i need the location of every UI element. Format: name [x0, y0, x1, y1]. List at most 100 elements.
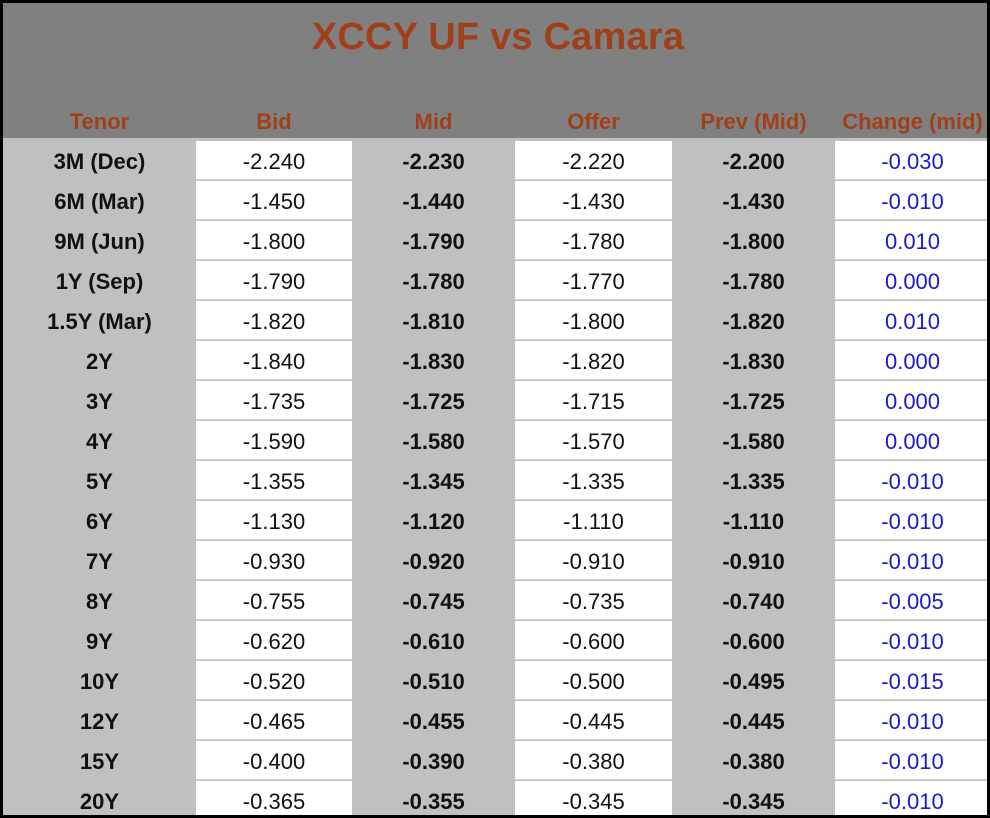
offer-cell: -1.800	[515, 301, 672, 340]
offer-cell: -1.715	[515, 381, 672, 420]
offer-cell: -1.110	[515, 501, 672, 540]
tenor-cell: 6M (Mar)	[6, 181, 193, 220]
prev-mid-cell: -0.345	[675, 781, 832, 815]
change-mid-cell: 0.000	[835, 381, 987, 420]
bid-cell: -1.790	[196, 261, 352, 300]
bid-cell: -1.735	[196, 381, 352, 420]
change-mid-cell: 0.000	[835, 341, 987, 380]
mid-cell: -1.790	[355, 221, 512, 260]
change-mid-cell: -0.010	[835, 781, 987, 815]
table-row: 9Y -0.620 -0.610 -0.600 -0.600 -0.010	[3, 621, 987, 661]
change-mid-cell: 0.010	[835, 221, 987, 260]
offer-cell: -1.770	[515, 261, 672, 300]
offer-cell: -0.345	[515, 781, 672, 815]
column-header-tenor: Tenor	[69, 109, 130, 134]
change-mid-cell: -0.010	[835, 701, 987, 740]
change-mid-cell: -0.010	[835, 501, 987, 540]
bid-cell: -1.820	[196, 301, 352, 340]
change-mid-cell: -0.010	[835, 741, 987, 780]
column-header-mid: Mid	[414, 109, 453, 134]
offer-cell: -1.430	[515, 181, 672, 220]
offer-cell: -0.445	[515, 701, 672, 740]
offer-cell: -1.780	[515, 221, 672, 260]
bid-cell: -1.840	[196, 341, 352, 380]
prev-mid-cell: -2.200	[675, 141, 832, 180]
table-row: 20Y -0.365 -0.355 -0.345 -0.345 -0.010	[3, 781, 987, 815]
tenor-cell: 3Y	[6, 381, 193, 420]
bid-cell: -0.755	[196, 581, 352, 620]
table-row: 6Y -1.130 -1.120 -1.110 -1.110 -0.010	[3, 501, 987, 541]
change-mid-cell: -0.015	[835, 661, 987, 700]
mid-cell: -2.230	[355, 141, 512, 180]
tenor-cell: 9Y	[6, 621, 193, 660]
table-title: XCCY UF vs Camara	[311, 16, 685, 58]
offer-cell: -0.380	[515, 741, 672, 780]
change-mid-cell: 0.000	[835, 421, 987, 460]
table-row: 9M (Jun) -1.800 -1.790 -1.780 -1.800 0.010	[3, 221, 987, 261]
table-body: 3M (Dec) -2.240 -2.230 -2.220 -2.200 -0.030 6M…	[3, 141, 987, 815]
prev-mid-cell: -0.495	[675, 661, 832, 700]
mid-cell: -1.725	[355, 381, 512, 420]
bid-cell: -0.465	[196, 701, 352, 740]
prev-mid-cell: -0.445	[675, 701, 832, 740]
bid-cell: -1.590	[196, 421, 352, 460]
change-mid-cell: -0.030	[835, 141, 987, 180]
column-header-bid: Bid	[256, 109, 292, 134]
table-row: 1Y (Sep) -1.790 -1.780 -1.770 -1.780 0.000	[3, 261, 987, 301]
bid-cell: -0.365	[196, 781, 352, 815]
offer-cell: -1.335	[515, 461, 672, 500]
table-row: 15Y -0.400 -0.390 -0.380 -0.380 -0.010	[3, 741, 987, 781]
tenor-cell: 9M (Jun)	[6, 221, 193, 260]
offer-cell: -0.600	[515, 621, 672, 660]
bid-cell: -0.520	[196, 661, 352, 700]
prev-mid-cell: -1.800	[675, 221, 832, 260]
offer-cell: -0.735	[515, 581, 672, 620]
offer-cell: -0.500	[515, 661, 672, 700]
tenor-cell: 12Y	[6, 701, 193, 740]
prev-mid-cell: -1.580	[675, 421, 832, 460]
table-row: 4Y -1.590 -1.580 -1.570 -1.580 0.000	[3, 421, 987, 461]
bid-cell: -1.800	[196, 221, 352, 260]
bid-cell: -2.240	[196, 141, 352, 180]
tenor-cell: 10Y	[6, 661, 193, 700]
mid-cell: -0.355	[355, 781, 512, 815]
table-row: 5Y -1.355 -1.345 -1.335 -1.335 -0.010	[3, 461, 987, 501]
tenor-cell: 1Y (Sep)	[6, 261, 193, 300]
tenor-cell: 3M (Dec)	[6, 141, 193, 180]
table-row: 3M (Dec) -2.240 -2.230 -2.220 -2.200 -0.030	[3, 141, 987, 181]
change-mid-cell: 0.000	[835, 261, 987, 300]
prev-mid-cell: -0.910	[675, 541, 832, 580]
mid-cell: -1.580	[355, 421, 512, 460]
prev-mid-cell: -1.830	[675, 341, 832, 380]
change-mid-cell: -0.010	[835, 181, 987, 220]
bid-cell: -1.130	[196, 501, 352, 540]
table-row: 12Y -0.465 -0.455 -0.445 -0.445 -0.010	[3, 701, 987, 741]
change-mid-cell: -0.010	[835, 621, 987, 660]
prev-mid-cell: -0.380	[675, 741, 832, 780]
mid-cell: -0.920	[355, 541, 512, 580]
table-row: 1.5Y (Mar) -1.820 -1.810 -1.800 -1.820 0.010	[3, 301, 987, 341]
bid-cell: -0.400	[196, 741, 352, 780]
bid-cell: -1.450	[196, 181, 352, 220]
mid-cell: -1.830	[355, 341, 512, 380]
offer-cell: -2.220	[515, 141, 672, 180]
bid-cell: -1.355	[196, 461, 352, 500]
tenor-cell: 4Y	[6, 421, 193, 460]
mid-cell: -0.455	[355, 701, 512, 740]
change-mid-cell: -0.005	[835, 581, 987, 620]
mid-cell: -1.780	[355, 261, 512, 300]
tenor-cell: 8Y	[6, 581, 193, 620]
offer-cell: -1.570	[515, 421, 672, 460]
prev-mid-cell: -0.600	[675, 621, 832, 660]
mid-cell: -1.345	[355, 461, 512, 500]
change-mid-cell: -0.010	[835, 461, 987, 500]
tenor-cell: 7Y	[6, 541, 193, 580]
prev-mid-cell: -1.335	[675, 461, 832, 500]
tenor-cell: 6Y	[6, 501, 193, 540]
bid-cell: -0.930	[196, 541, 352, 580]
mid-cell: -1.120	[355, 501, 512, 540]
mid-cell: -0.510	[355, 661, 512, 700]
prev-mid-cell: -1.110	[675, 501, 832, 540]
column-header-offer: Offer	[567, 109, 620, 134]
tenor-cell: 1.5Y (Mar)	[6, 301, 193, 340]
